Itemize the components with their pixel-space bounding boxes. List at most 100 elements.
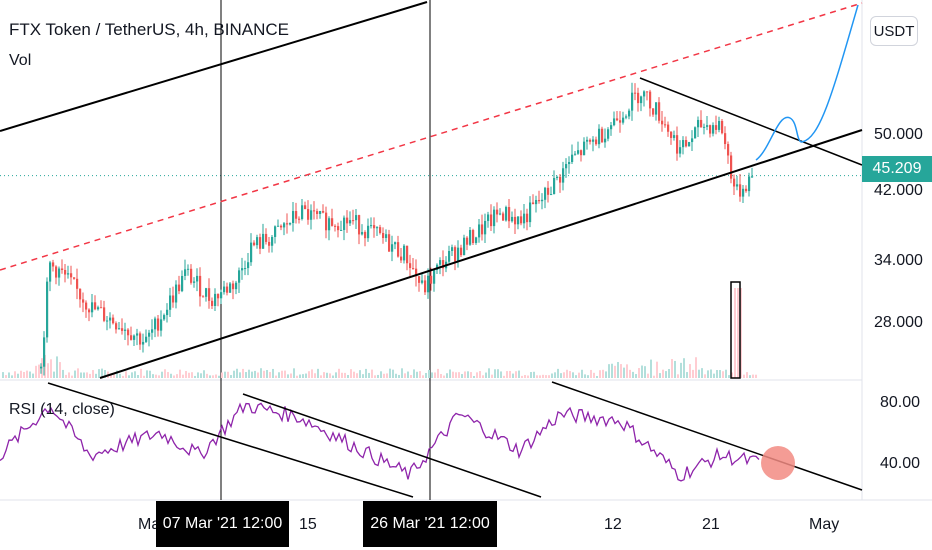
candle	[223, 286, 226, 293]
candle	[679, 147, 682, 154]
candle	[454, 247, 457, 262]
volume-bar	[332, 375, 334, 378]
candle	[472, 230, 475, 243]
candle	[664, 124, 667, 126]
volume-bar	[557, 368, 559, 378]
candle	[367, 225, 370, 239]
volume-bar	[428, 369, 430, 378]
candle	[568, 161, 571, 165]
candle	[487, 214, 490, 221]
volume-bar	[677, 374, 679, 378]
volume-bar	[683, 358, 685, 378]
volume-bar	[302, 374, 304, 378]
volume-bar	[692, 369, 694, 378]
volume-bar	[176, 374, 178, 378]
candle	[493, 209, 496, 227]
candle	[661, 120, 664, 125]
candle	[481, 224, 484, 235]
candle	[433, 269, 436, 284]
volume-bar	[617, 362, 619, 378]
volume-bar	[497, 369, 499, 378]
volume-bar	[164, 369, 166, 378]
candle	[742, 188, 745, 197]
candle	[706, 125, 709, 127]
volume-bar	[716, 369, 718, 378]
volume-bar	[407, 371, 409, 378]
volume-bar	[653, 375, 655, 378]
volume-bar	[485, 372, 487, 378]
volume-bar	[236, 368, 238, 378]
volume-bar	[572, 372, 574, 378]
volume-bar	[182, 374, 184, 378]
candle	[49, 262, 52, 282]
volume-bar	[38, 364, 40, 378]
candle	[64, 269, 67, 275]
candle	[484, 220, 487, 235]
candle	[496, 209, 499, 215]
volume-bar	[350, 369, 352, 378]
candle	[52, 262, 55, 267]
volume-bar	[521, 375, 523, 378]
candle	[100, 307, 103, 309]
candle	[277, 225, 280, 227]
volume-bar	[137, 374, 139, 378]
candle	[748, 176, 751, 192]
candle	[505, 207, 508, 221]
volume-bar	[461, 374, 463, 378]
volume-bar	[203, 370, 205, 378]
volume-bar	[662, 369, 664, 378]
candle	[667, 124, 670, 132]
volume-bar	[425, 372, 427, 378]
candle	[169, 295, 172, 310]
volume-bar	[314, 373, 316, 378]
candle	[520, 216, 523, 224]
rsi-trend-line	[551, 381, 863, 491]
volume-bar	[98, 369, 100, 378]
volume-bar	[701, 368, 703, 378]
volume-bar	[434, 372, 436, 378]
candle	[40, 366, 43, 369]
volume-bar	[47, 363, 49, 378]
price-axis-label: 34.000	[874, 252, 923, 269]
volume-bar	[71, 375, 73, 378]
volume-bar	[614, 365, 616, 378]
candle	[739, 184, 742, 197]
volume-bar	[578, 372, 580, 378]
candle	[526, 213, 529, 223]
volume-bar	[224, 371, 226, 378]
volume-bar	[26, 370, 28, 378]
candle	[124, 329, 127, 331]
candle	[535, 199, 538, 205]
candle	[268, 241, 271, 246]
candle	[175, 284, 178, 303]
candle	[478, 224, 481, 238]
candle	[232, 283, 235, 290]
volume-bar	[623, 367, 625, 378]
volume-bar	[680, 362, 682, 378]
candle	[346, 217, 349, 224]
candle	[163, 315, 166, 320]
currency-button[interactable]: USDT	[870, 16, 918, 46]
candle	[511, 216, 514, 222]
volume-bar	[611, 363, 613, 378]
candle	[349, 220, 352, 224]
candle	[334, 225, 337, 227]
volume-bar	[209, 375, 211, 378]
volume-bar	[659, 373, 661, 378]
volume-bar	[431, 372, 433, 378]
volume-bar	[95, 373, 97, 378]
candle	[646, 91, 649, 93]
candle	[337, 226, 340, 231]
candle	[217, 293, 220, 299]
volume-bar	[179, 369, 181, 378]
volume-bar	[722, 371, 724, 378]
candle	[553, 178, 556, 195]
volume-bar	[35, 365, 37, 378]
candle	[532, 202, 535, 205]
volume-bar	[647, 373, 649, 378]
candle	[196, 275, 199, 282]
candle	[682, 140, 685, 148]
candle	[631, 92, 634, 111]
volume-bar	[122, 375, 124, 378]
